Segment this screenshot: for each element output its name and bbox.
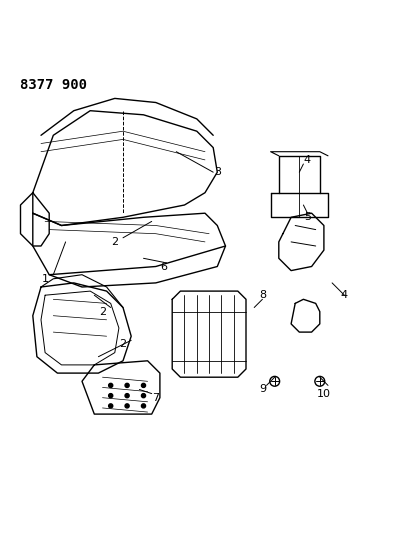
Text: 3: 3 (213, 167, 220, 177)
Text: 2: 2 (111, 237, 118, 247)
Text: 2: 2 (119, 340, 126, 350)
Circle shape (141, 383, 145, 387)
Text: 8: 8 (258, 290, 265, 300)
Circle shape (125, 404, 129, 408)
Text: 5: 5 (303, 212, 310, 222)
Text: 6: 6 (160, 262, 167, 271)
Text: 8377 900: 8377 900 (20, 78, 87, 92)
Text: 1: 1 (41, 274, 49, 284)
Text: 10: 10 (316, 389, 330, 399)
Circle shape (141, 404, 145, 408)
Text: 4: 4 (340, 290, 347, 300)
Text: 4: 4 (303, 155, 310, 165)
Circle shape (108, 404, 112, 408)
Text: 2: 2 (99, 306, 106, 317)
Circle shape (141, 393, 145, 398)
Circle shape (125, 393, 129, 398)
Circle shape (108, 383, 112, 387)
Text: 9: 9 (258, 384, 265, 394)
Circle shape (108, 393, 112, 398)
Text: 7: 7 (152, 393, 159, 403)
Circle shape (125, 383, 129, 387)
